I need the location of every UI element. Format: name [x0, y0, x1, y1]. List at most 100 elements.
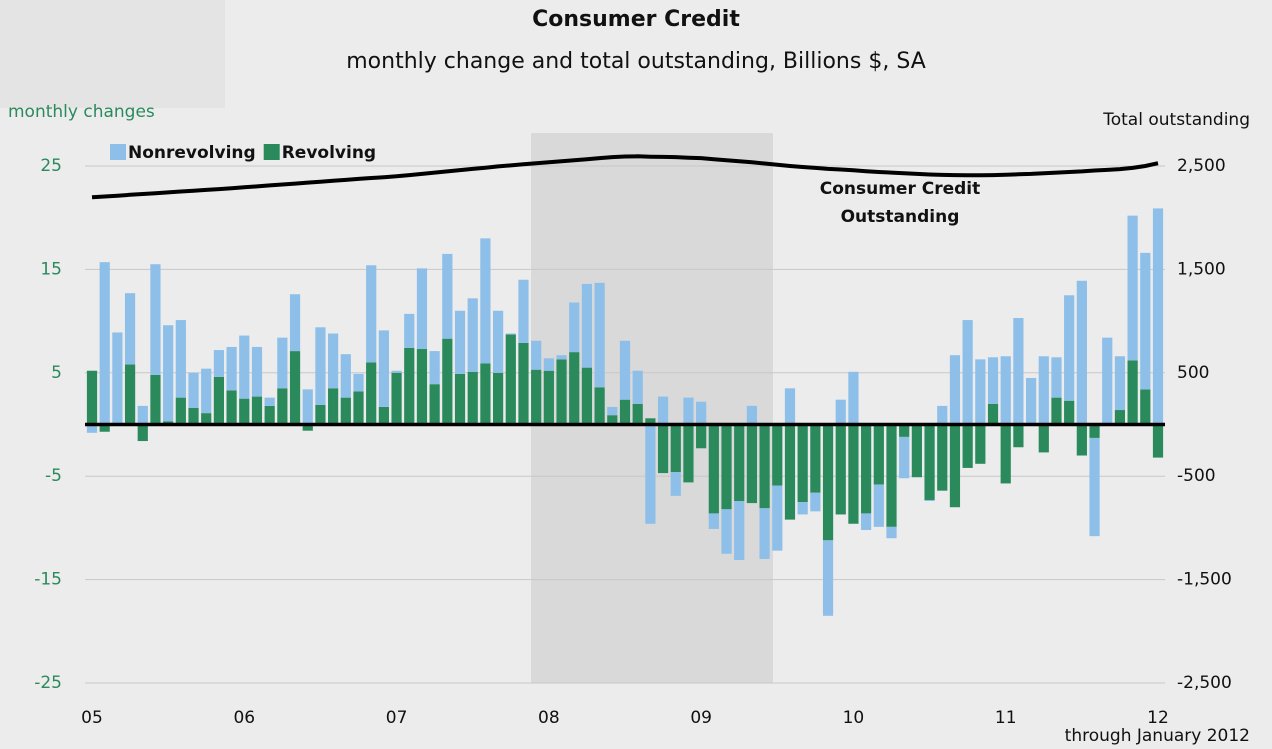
y-tick-label: -15	[34, 570, 62, 590]
legend-swatch	[263, 144, 280, 160]
bar	[277, 337, 288, 389]
bar	[492, 310, 504, 373]
legend-label: Revolving	[282, 143, 376, 163]
bar	[708, 513, 719, 529]
bar	[1089, 424, 1100, 438]
bar	[835, 424, 846, 515]
bar	[1000, 356, 1011, 425]
x-tick-label: 12	[1147, 708, 1169, 728]
bar	[962, 320, 973, 425]
bar	[607, 415, 618, 425]
bar	[708, 424, 719, 514]
bar	[899, 424, 910, 437]
bar	[226, 390, 237, 425]
bar	[696, 424, 707, 449]
bar	[1140, 252, 1151, 390]
bar	[848, 424, 859, 524]
bar	[746, 424, 758, 504]
bar	[619, 340, 631, 400]
bar	[1102, 337, 1113, 425]
bar	[328, 388, 339, 425]
x-tick-label: 08	[538, 708, 560, 728]
bar	[1051, 357, 1062, 398]
note: through January 2012	[1065, 726, 1250, 746]
bar	[569, 302, 580, 353]
bar	[873, 424, 884, 485]
bar	[264, 397, 275, 406]
bar	[569, 352, 580, 425]
bar	[124, 293, 136, 365]
bar	[848, 371, 859, 425]
bar	[746, 405, 758, 425]
bar	[226, 346, 237, 391]
bar	[518, 342, 529, 425]
y2-tick-label: 1,500	[1177, 259, 1226, 279]
bar	[594, 387, 605, 425]
bar	[480, 238, 491, 364]
bar	[861, 424, 872, 514]
bar	[289, 294, 301, 352]
y-tick-label: -5	[45, 466, 62, 486]
bar	[696, 401, 707, 425]
bar	[962, 424, 973, 468]
lines	[91, 154, 1159, 200]
bar	[1127, 360, 1138, 425]
bar	[124, 364, 136, 425]
bar	[1051, 397, 1062, 425]
bar	[391, 372, 402, 425]
bar	[1038, 356, 1049, 425]
y-tick-label: 15	[40, 259, 62, 279]
y2-tick-label: 500	[1177, 363, 1209, 383]
bar	[531, 369, 542, 425]
bar	[594, 282, 605, 388]
bar	[543, 370, 554, 425]
bar	[899, 436, 910, 479]
bar	[505, 333, 516, 335]
bar	[759, 508, 770, 559]
bar	[86, 370, 98, 425]
bar	[175, 397, 186, 425]
bar	[822, 540, 834, 616]
bar	[772, 424, 783, 486]
bar	[619, 399, 631, 425]
bar	[175, 320, 186, 398]
bar	[924, 499, 935, 502]
bar	[1127, 215, 1138, 361]
bar	[531, 340, 542, 370]
bar	[137, 424, 148, 442]
y-axis-label: monthly changes	[8, 102, 155, 122]
bar	[302, 424, 313, 431]
bar	[1064, 400, 1075, 425]
bar	[784, 388, 796, 425]
bar	[1114, 356, 1126, 411]
bar	[289, 351, 301, 425]
bar	[759, 424, 770, 509]
bar	[556, 355, 567, 360]
bar	[201, 368, 212, 414]
bar	[581, 283, 593, 368]
bar	[366, 362, 377, 425]
bar	[987, 357, 999, 404]
bar	[213, 376, 225, 425]
y2-tick-label: 2,500	[1177, 156, 1226, 176]
bar	[886, 526, 897, 539]
bar	[949, 424, 961, 508]
line	[91, 154, 1159, 200]
bar	[924, 424, 935, 500]
bar	[137, 405, 148, 425]
chart-title: Consumer Credit	[532, 7, 740, 32]
bar	[429, 351, 440, 385]
bar	[404, 347, 415, 425]
bar	[632, 403, 643, 425]
bar	[328, 333, 339, 389]
bar	[822, 424, 834, 541]
bar	[607, 406, 618, 416]
bar	[277, 388, 288, 425]
bar	[1013, 317, 1024, 425]
bar	[251, 396, 263, 425]
bar	[99, 262, 110, 425]
bar	[99, 424, 110, 432]
bar	[632, 370, 643, 404]
bar	[1076, 280, 1087, 425]
